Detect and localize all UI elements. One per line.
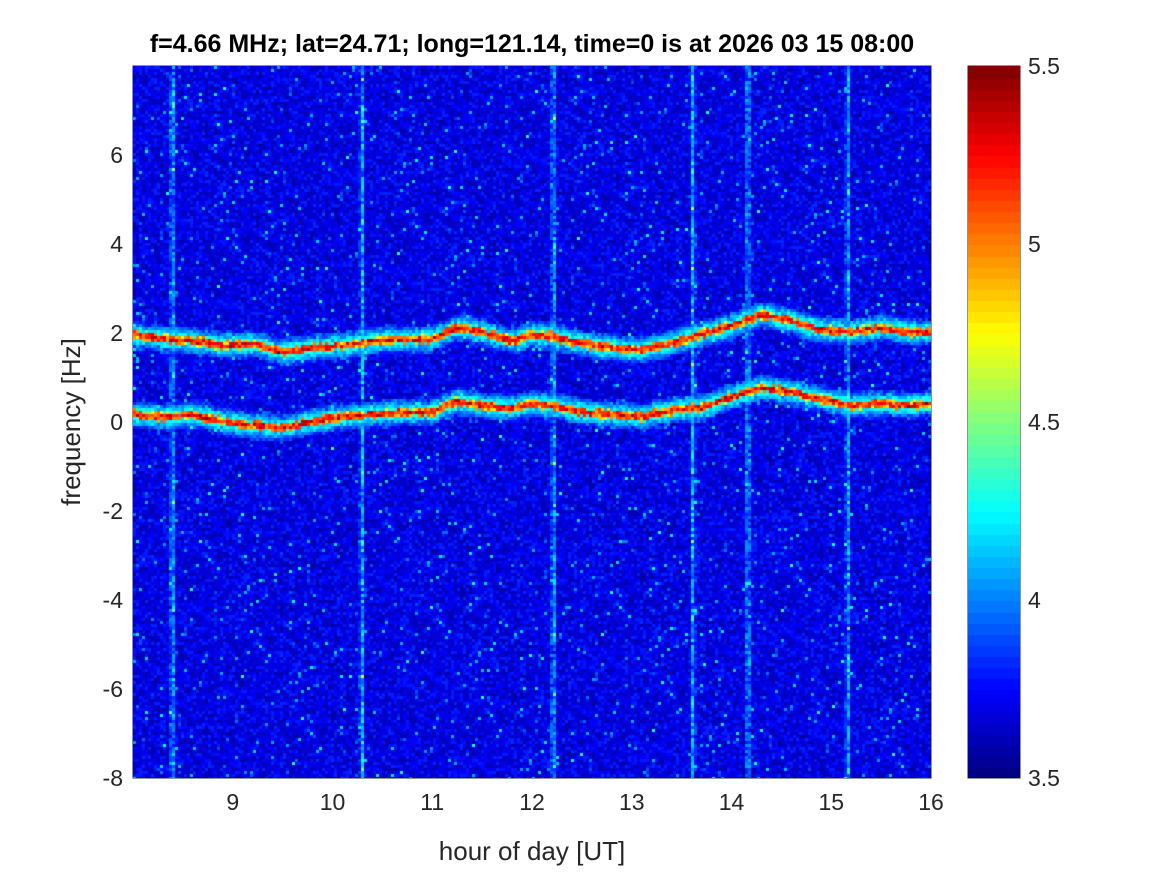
y-tick-label: -8 xyxy=(103,765,123,791)
x-axis-label: hour of day [UT] xyxy=(439,836,625,866)
y-tick-label: 0 xyxy=(110,409,123,435)
x-axis-ticks: 9 10 11 12 13 14 15 16 xyxy=(226,66,944,815)
x-tick-label: 13 xyxy=(619,789,645,815)
x-tick-label: 10 xyxy=(320,789,346,815)
y-tick-label: 6 xyxy=(110,142,123,168)
x-tick-label: 16 xyxy=(918,789,944,815)
chart-title: f=4.66 MHz; lat=24.71; long=121.14, time… xyxy=(150,30,914,58)
y-tick-label: -2 xyxy=(103,498,123,524)
x-tick-label: 12 xyxy=(519,789,545,815)
y-tick-label: -6 xyxy=(103,676,123,702)
spectrogram-heatmap xyxy=(133,66,931,778)
x-tick-label: 11 xyxy=(420,789,444,815)
colorbar-tick-label: 4 xyxy=(1028,587,1041,613)
x-tick-label: 9 xyxy=(226,789,239,815)
y-tick-label: -4 xyxy=(103,587,124,613)
colorbar-tick-label: 5.5 xyxy=(1028,53,1060,79)
colorbar-ticks: 3.5 4 4.5 5 5.5 xyxy=(1014,53,1060,791)
y-tick-label: 4 xyxy=(110,231,123,257)
colorbar xyxy=(968,66,1020,778)
y-tick-label: 2 xyxy=(110,320,123,346)
colorbar-tick-label: 4.5 xyxy=(1028,409,1060,435)
x-tick-label: 15 xyxy=(818,789,844,815)
y-axis-label: frequency [Hz] xyxy=(56,338,86,506)
x-tick-label: 14 xyxy=(719,789,745,815)
colorbar-tick-label: 5 xyxy=(1028,231,1041,257)
colorbar-tick-label: 3.5 xyxy=(1028,765,1060,791)
y-axis-ticks: -8 -6 -4 -2 0 2 4 6 xyxy=(103,142,931,791)
